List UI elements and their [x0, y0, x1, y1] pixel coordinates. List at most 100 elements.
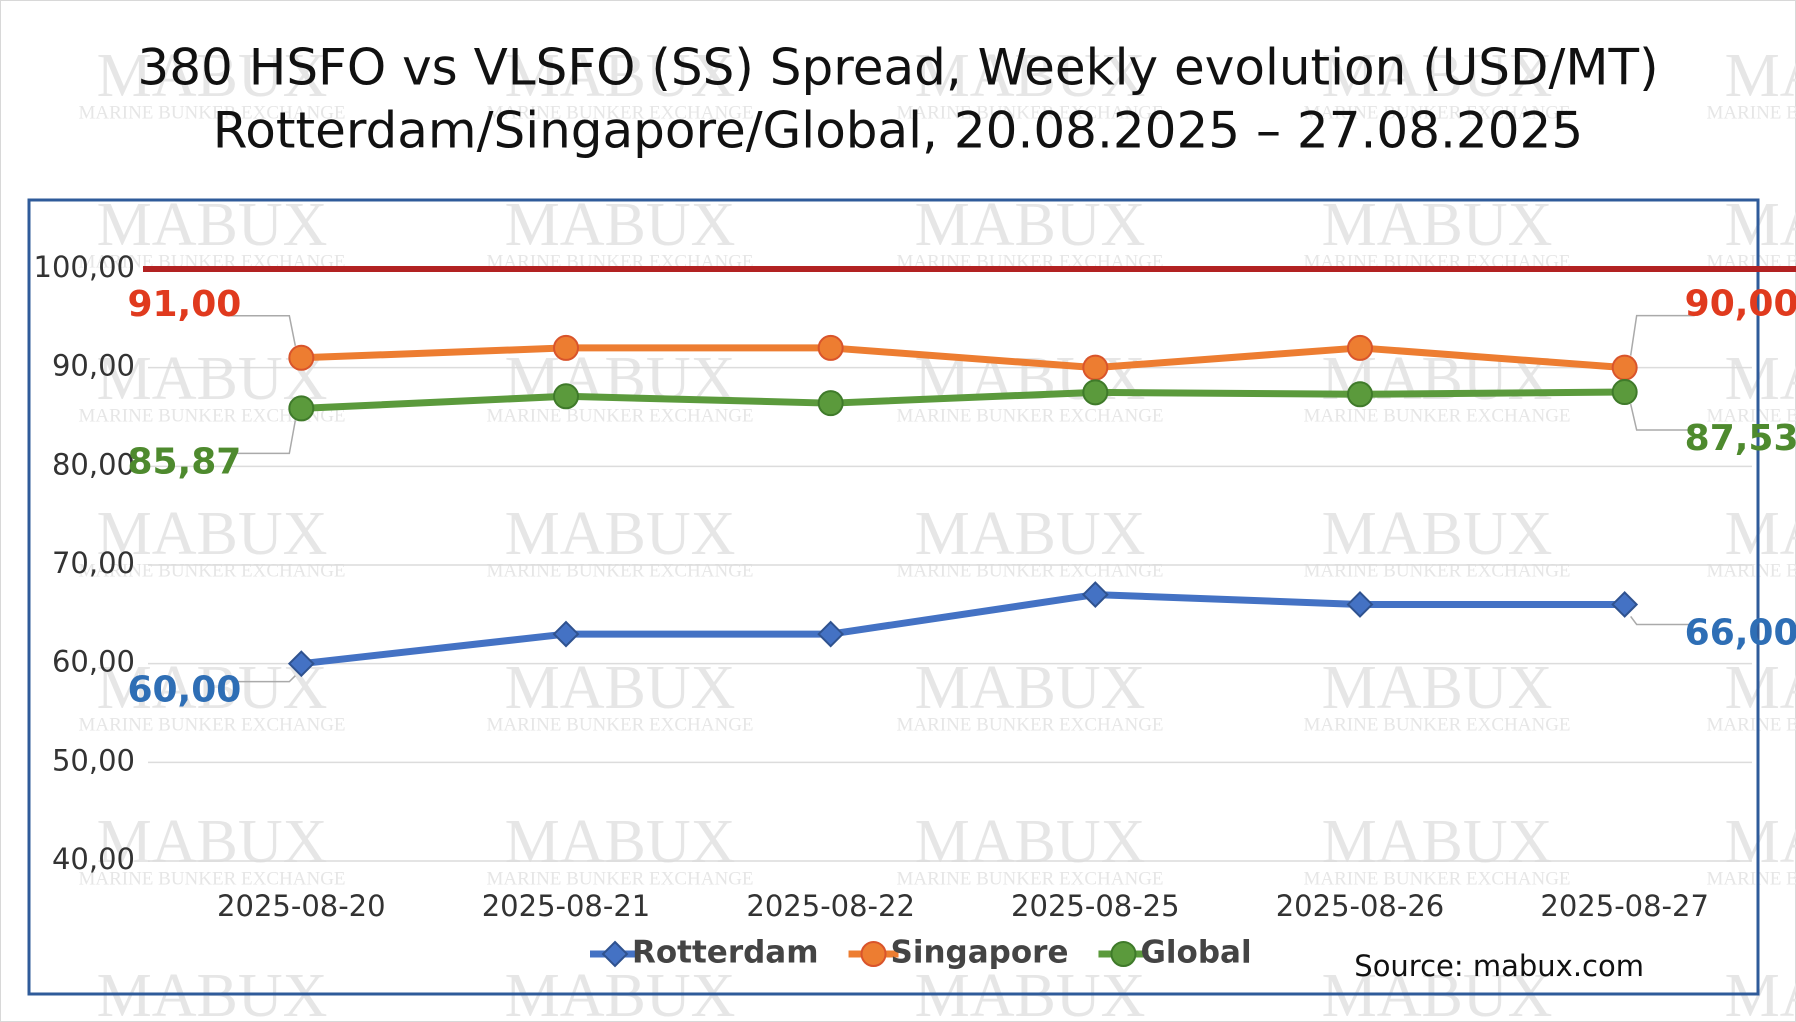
legend-marker [1110, 941, 1137, 967]
x-tick-label: 2025-08-22 [746, 889, 915, 923]
point [288, 395, 315, 422]
leader-line [1630, 616, 1695, 626]
watermark-sub: MARINE BUNKER EXCHANGE [78, 405, 345, 426]
point [1346, 591, 1374, 618]
point [552, 620, 580, 648]
watermark: MABUX [505, 962, 736, 1022]
watermark: MABUX [915, 191, 1146, 259]
watermark: MABUX [1725, 654, 1796, 722]
series-line [301, 344, 1625, 372]
watermark-sub: MARINE BUNKER EXCHANGE [78, 714, 345, 735]
series-line [300, 591, 1625, 668]
watermark-sub: MARINE BUNKER EXCHANGE [896, 102, 1163, 123]
watermark-sub: MARINE BUNKER EXCHANGE [1706, 714, 1796, 735]
watermark-sub: MARINE BUNKER EXCHANGE [486, 868, 753, 889]
watermark-sub: MARINE BUNKER EXCHANGE [78, 868, 345, 889]
legend-label: Rotterdam [632, 935, 819, 971]
legend-label: Singapore [891, 935, 1069, 971]
watermark: MABUX [1322, 191, 1553, 259]
point [1082, 354, 1109, 381]
data-label: 87,53 [1685, 418, 1796, 459]
watermark-sub: MARINE BUNKER EXCHANGE [896, 714, 1163, 735]
point [817, 390, 844, 417]
leader-line [231, 675, 296, 683]
watermark-sub: MARINE BUNKER EXCHANGE [896, 405, 1163, 426]
point [288, 344, 315, 371]
watermark: MABUX [97, 808, 328, 876]
watermark-sub: MARINE BUNKER EXCHANGE [78, 102, 345, 123]
y-tick-label: 40,00 [52, 842, 135, 876]
watermark: MABUX [97, 191, 328, 259]
watermark: MABUX [97, 654, 328, 722]
y-tick-label: 80,00 [52, 447, 135, 481]
x-tick-label: 2025-08-20 [217, 889, 386, 923]
legend-marker [601, 940, 629, 968]
watermark-sub: MARINE BUNKER EXCHANGE [1303, 868, 1570, 889]
point [553, 383, 579, 410]
watermark-sub: MARINE BUNKER EXCHANGE [896, 868, 1163, 889]
y-tick-label: 60,00 [52, 645, 135, 679]
legend-item: Global [1098, 935, 1252, 971]
point [287, 650, 315, 678]
chart-frame [27, 198, 1760, 996]
leader-line [1629, 314, 1695, 356]
x-tick-label: 2025-08-27 [1540, 889, 1709, 923]
data-label: 85,87 [127, 441, 241, 482]
legend-item: Rotterdam [590, 935, 819, 971]
watermark: MABUX [97, 500, 328, 568]
watermark: MABUX [915, 42, 1146, 110]
y-tick-label: 100,00 [34, 250, 135, 284]
watermark: MABUX [915, 808, 1146, 876]
watermark: MABUX [1322, 500, 1553, 568]
watermark-sub: MARINE BUNKER EXCHANGE [1706, 868, 1796, 889]
data-label: 90,00 [1685, 284, 1796, 325]
point [1611, 354, 1638, 381]
data-label: 60,00 [127, 670, 241, 711]
source: Source: mabux.com [1354, 949, 1644, 983]
leader-line [231, 420, 297, 455]
watermark: MABUX [915, 962, 1146, 1022]
watermark: MABUX [505, 42, 736, 110]
point [817, 334, 844, 361]
chart-title: 380 HSFO vs VLSFO (SS) Spread, Weekly ev… [137, 39, 1658, 97]
leader-line [231, 315, 297, 346]
watermark: MABUX [1725, 500, 1796, 568]
y-tick-label: 50,00 [52, 743, 135, 777]
watermark: MABUX [1725, 42, 1796, 110]
watermark: MABUX [1725, 962, 1796, 1022]
x-tick-label: 2025-08-25 [1011, 889, 1180, 923]
watermark: MABUX [1322, 42, 1553, 110]
legend-item: Singapore [848, 935, 1069, 971]
legend-marker [860, 941, 887, 967]
point [1347, 334, 1373, 361]
y-tick-label: 90,00 [52, 349, 135, 383]
watermark: MABUX [1725, 808, 1796, 876]
watermark-sub: MARINE BUNKER EXCHANGE [1303, 102, 1570, 123]
watermark: MABUX [915, 500, 1146, 568]
chart-subtitle: Rotterdam/Singapore/Global, 20.08.2025 –… [213, 102, 1583, 160]
leader-line [1629, 403, 1695, 431]
watermark: MABUX [1322, 962, 1553, 1022]
series-line [301, 388, 1625, 412]
watermark-sub: MARINE BUNKER EXCHANGE [486, 714, 753, 735]
watermark-sub: MARINE BUNKER EXCHANGE [1706, 560, 1796, 581]
watermark-sub: MARINE BUNKER EXCHANGE [896, 560, 1163, 581]
point [553, 334, 579, 361]
watermark: MABUX [915, 654, 1146, 722]
watermark-sub: MARINE BUNKER EXCHANGE [486, 560, 753, 581]
watermark: MABUX [1725, 345, 1796, 413]
point [1082, 379, 1109, 406]
watermark: MABUX [1725, 191, 1796, 259]
watermark-sub: MARINE BUNKER EXCHANGE [486, 102, 753, 123]
watermark: MABUX [505, 191, 736, 259]
watermark-sub: MARINE BUNKER EXCHANGE [486, 405, 753, 426]
y-tick-label: 70,00 [52, 546, 135, 580]
point [1611, 591, 1639, 618]
x-tick-label: 2025-08-26 [1276, 889, 1445, 923]
watermark-sub: MARINE BUNKER EXCHANGE [1303, 405, 1570, 426]
data-label: 66,00 [1685, 612, 1796, 653]
watermark-sub: MARINE BUNKER EXCHANGE [1706, 102, 1796, 123]
